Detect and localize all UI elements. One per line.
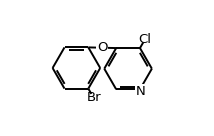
Text: N: N [136, 85, 146, 98]
Text: Br: Br [86, 91, 101, 104]
Text: Cl: Cl [138, 33, 151, 46]
Text: O: O [97, 41, 107, 54]
